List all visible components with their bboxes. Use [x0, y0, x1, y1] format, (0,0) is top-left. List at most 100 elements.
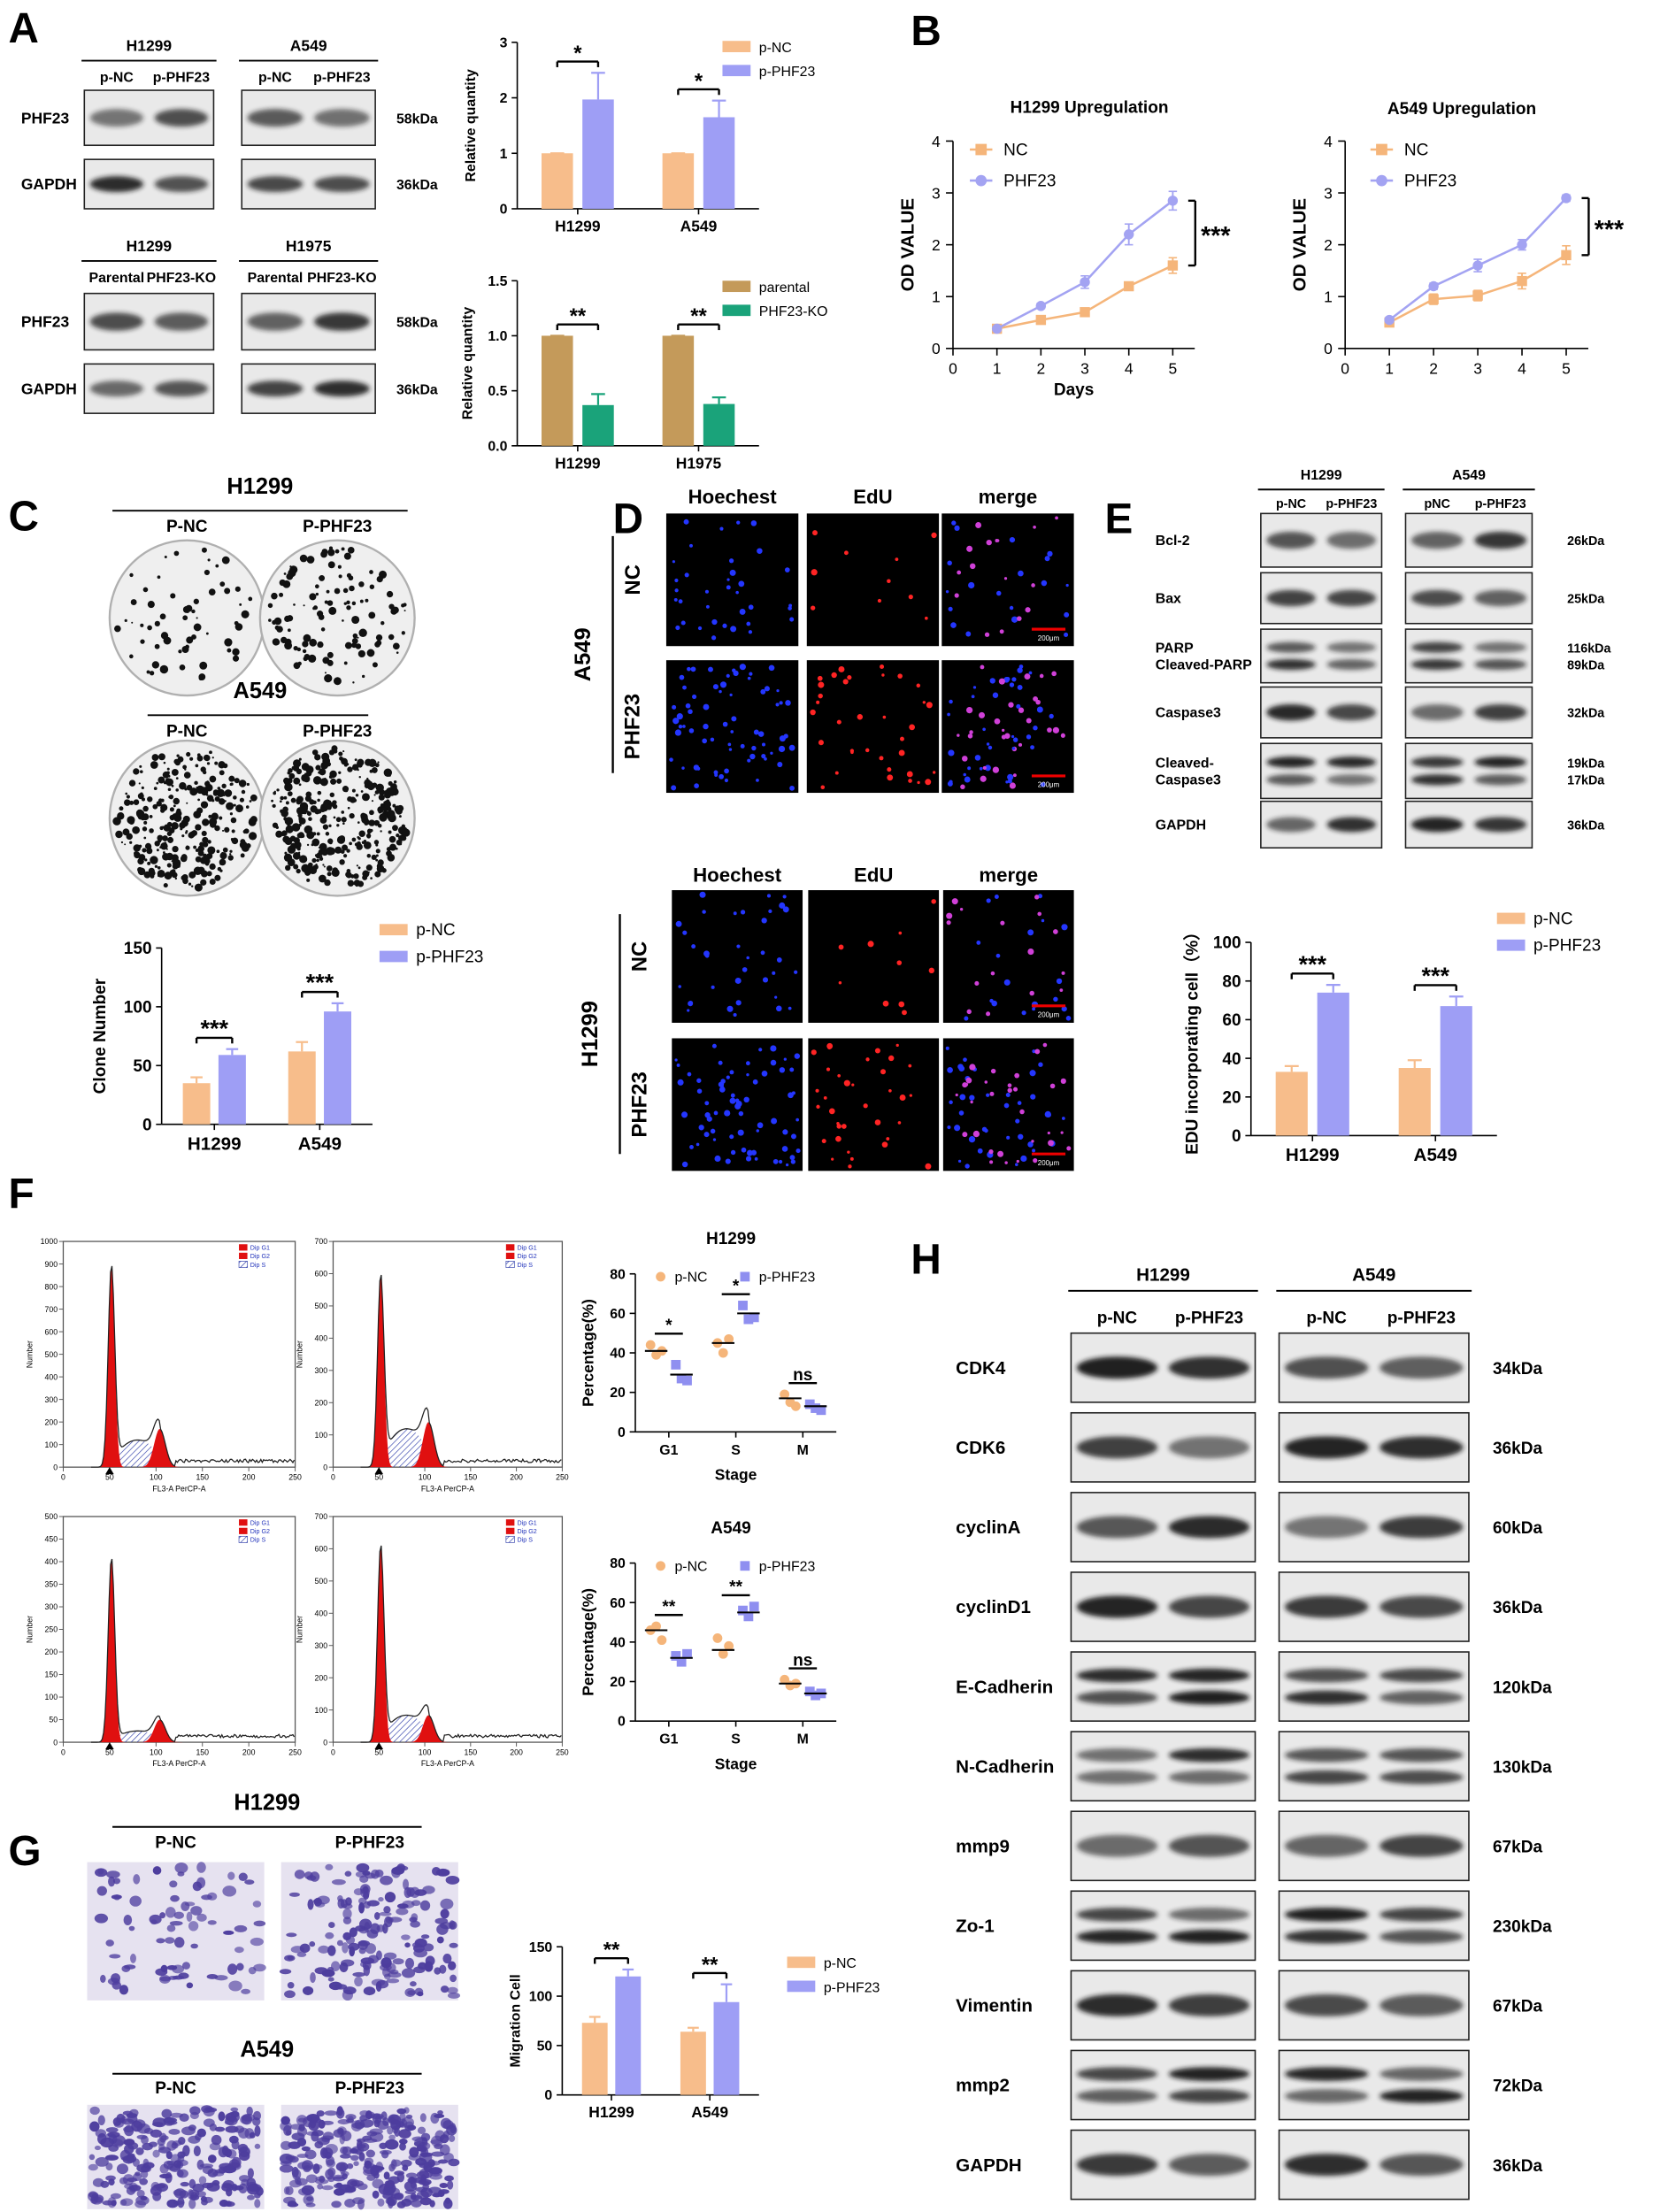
- colony: [371, 854, 377, 861]
- nucleus: [739, 608, 746, 615]
- colony: [357, 768, 359, 772]
- colony: [206, 762, 211, 765]
- colony: [343, 661, 348, 665]
- y-tick-label: 3: [932, 184, 941, 202]
- legend-swatch: [505, 1535, 515, 1543]
- nucleus: [957, 733, 960, 737]
- colony: [369, 828, 373, 833]
- migrated-cell: [314, 1967, 328, 1975]
- blot-band: [1284, 1993, 1369, 2016]
- y-tick-label: 0.5: [488, 384, 507, 399]
- nucleus: [775, 1005, 782, 1012]
- blot-band: [1168, 1747, 1250, 1763]
- x-tick-label: 0: [331, 1747, 335, 1756]
- colony: [293, 837, 300, 844]
- legend-label: Dip S: [518, 1537, 534, 1544]
- nucleus: [696, 1088, 703, 1094]
- nucleus: [826, 1067, 831, 1071]
- nucleus: [736, 520, 741, 525]
- significance-label: ns: [793, 1651, 812, 1670]
- migrated-cell: [422, 2184, 430, 2190]
- blot-band: [1379, 1834, 1464, 1857]
- colony: [311, 749, 319, 756]
- colony: [342, 588, 349, 594]
- migrated-cell: [384, 1892, 396, 1903]
- colony: [200, 787, 209, 795]
- panel-letter: F: [9, 1171, 35, 1217]
- nucleus: [1029, 1070, 1036, 1077]
- colony: [392, 803, 396, 808]
- colony: [169, 807, 174, 812]
- colony: [207, 846, 216, 855]
- nucleus: [1016, 703, 1021, 709]
- migrated-cell: [237, 2143, 249, 2153]
- colony: [204, 861, 210, 866]
- marker: [656, 1271, 665, 1282]
- y-tick-label: 400: [45, 1372, 58, 1381]
- colony: [388, 835, 396, 843]
- colony: [359, 599, 364, 603]
- panel-letter: A: [9, 5, 39, 52]
- colony: [187, 611, 189, 613]
- nucleus: [851, 1083, 855, 1087]
- marker: [780, 1389, 790, 1400]
- colony: [296, 799, 302, 805]
- legend-label: p-PHF23: [824, 1980, 880, 1995]
- colony: [274, 625, 280, 630]
- colony: [325, 832, 330, 836]
- nucleus: [794, 1053, 801, 1059]
- migrated-cell: [442, 2131, 450, 2139]
- colony: [327, 800, 332, 804]
- nucleus: [730, 1093, 735, 1098]
- migrated-cell: [333, 2183, 343, 2189]
- migrated-cell: [227, 1871, 235, 1880]
- migrated-cell: [160, 1964, 168, 1973]
- nucleus: [881, 1141, 888, 1148]
- bar: [662, 153, 695, 209]
- colony: [375, 858, 379, 862]
- significance-label: *: [665, 1317, 672, 1335]
- marker: [1428, 294, 1439, 304]
- peak-marker: [105, 1742, 114, 1750]
- colony: [296, 846, 299, 849]
- blot-band: [1168, 1908, 1250, 1922]
- nucleus: [925, 779, 932, 786]
- blot-band: [1379, 1690, 1464, 1705]
- y-axis-label: OD VALUE: [898, 198, 918, 291]
- colony: [378, 810, 382, 814]
- nucleus: [771, 1118, 778, 1125]
- migrated-cell: [206, 2182, 220, 2192]
- x-tick-label: 3: [1473, 359, 1482, 377]
- migrated-cell: [179, 2113, 189, 2123]
- nucleus: [795, 1118, 799, 1122]
- migrated-cell: [173, 1937, 185, 1948]
- nucleus: [994, 895, 999, 899]
- migrated-cell: [159, 1912, 166, 1919]
- blot-band: [1326, 641, 1377, 653]
- nucleus: [706, 1116, 712, 1122]
- protein-label: E-Cadherin: [956, 1677, 1053, 1697]
- nucleus: [738, 580, 745, 588]
- nucleus: [739, 664, 746, 671]
- migrated-cell: [196, 1913, 207, 1922]
- bar: [582, 404, 614, 446]
- y-tick-label: 0: [544, 2088, 552, 2103]
- migrated-cell: [317, 2183, 323, 2190]
- nucleus: [751, 745, 757, 751]
- migrated-cell: [309, 1941, 316, 1947]
- legend-label: p-NC: [674, 1559, 707, 1574]
- nucleus: [1027, 929, 1034, 936]
- migrated-cell: [177, 2197, 185, 2208]
- migrated-cell: [174, 1863, 188, 1874]
- migrated-cell: [331, 1878, 346, 1886]
- nucleus: [982, 727, 986, 732]
- micrograph: [806, 513, 940, 647]
- colony: [347, 796, 353, 803]
- migrated-cell: [410, 1981, 417, 1987]
- migrated-cell: [352, 1971, 365, 1978]
- nucleus: [834, 771, 839, 775]
- legend-label: Dip G2: [518, 1253, 537, 1260]
- migrated-cell: [392, 1958, 404, 1965]
- nucleus: [749, 672, 753, 676]
- migrated-cell: [383, 2171, 390, 2180]
